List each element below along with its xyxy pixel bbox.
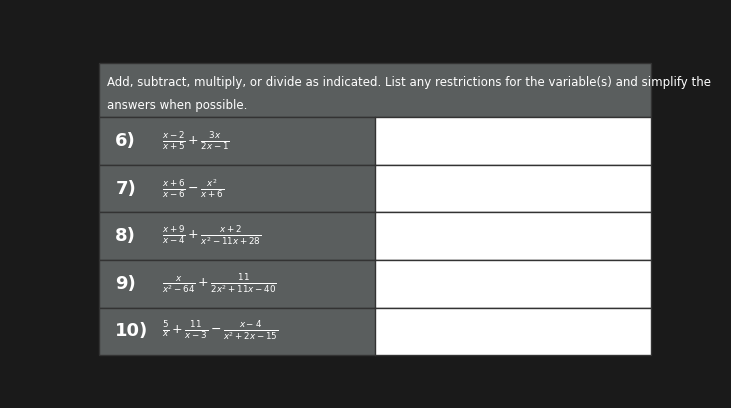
Text: $\frac{x+6}{x-6} - \frac{x^2}{x+6}$: $\frac{x+6}{x-6} - \frac{x^2}{x+6}$ xyxy=(162,177,224,200)
Bar xyxy=(374,165,651,213)
Text: answers when possible.: answers when possible. xyxy=(107,99,248,112)
Bar xyxy=(99,260,651,308)
Bar xyxy=(99,308,374,355)
Bar xyxy=(99,308,651,355)
Bar xyxy=(374,213,651,260)
Bar xyxy=(99,117,374,165)
Bar xyxy=(99,63,651,117)
Text: Add, subtract, multiply, or divide as indicated. List any restrictions for the v: Add, subtract, multiply, or divide as in… xyxy=(107,75,711,89)
Bar xyxy=(99,117,651,165)
Bar xyxy=(374,260,651,308)
Text: $\frac{x-2}{x+5} + \frac{3x}{2x-1}$: $\frac{x-2}{x+5} + \frac{3x}{2x-1}$ xyxy=(162,130,230,152)
Text: $\frac{x+9}{x-4} + \frac{x+2}{x^2-11x+28}$: $\frac{x+9}{x-4} + \frac{x+2}{x^2-11x+28… xyxy=(162,224,262,248)
Text: 7): 7) xyxy=(115,180,136,197)
Text: $\frac{5}{x} + \frac{11}{x-3} - \frac{x-4}{x^2+2x-15}$: $\frac{5}{x} + \frac{11}{x-3} - \frac{x-… xyxy=(162,320,279,343)
Text: $\frac{x}{x^2-64} + \frac{11}{2x^2+11x-40}$: $\frac{x}{x^2-64} + \frac{11}{2x^2+11x-4… xyxy=(162,272,277,295)
Text: 6): 6) xyxy=(115,132,136,150)
Bar xyxy=(374,117,651,165)
Text: 8): 8) xyxy=(115,227,136,245)
Text: 10): 10) xyxy=(115,322,148,340)
Bar xyxy=(99,213,374,260)
Bar xyxy=(99,165,374,213)
Text: 9): 9) xyxy=(115,275,136,293)
Bar xyxy=(99,63,651,117)
Bar xyxy=(99,260,374,308)
Bar xyxy=(374,308,651,355)
Bar xyxy=(99,213,651,260)
Bar xyxy=(99,165,651,213)
